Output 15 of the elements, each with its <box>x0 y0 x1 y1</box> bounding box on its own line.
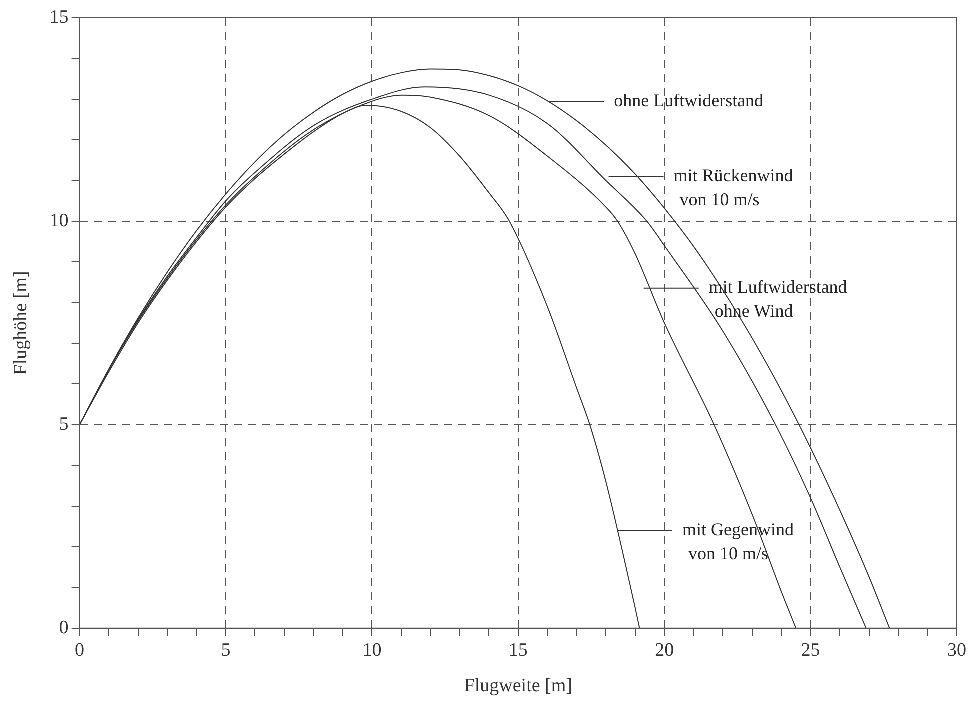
x-tick-label: 0 <box>75 640 85 661</box>
x-tick-label: 25 <box>801 640 820 661</box>
x-tick-label: 10 <box>362 640 382 661</box>
y-tick-label: 5 <box>59 414 69 435</box>
y-tick-label: 0 <box>59 617 69 638</box>
y-tick-label: 15 <box>50 6 69 28</box>
y-axis-title: Flughöhe [m] <box>10 271 32 376</box>
x-tick-label: 15 <box>508 640 528 661</box>
x-tick-label: 30 <box>948 640 966 661</box>
x-tick-label: 20 <box>655 640 674 661</box>
x-axis-title: Flugweite [m] <box>464 676 572 697</box>
annotation: mit Rückenwind von 10 m/s <box>674 165 794 210</box>
annotation: ohne Luftwiderstand <box>614 90 764 110</box>
y-tick-label: 10 <box>50 210 69 232</box>
x-tick-label: 5 <box>221 640 231 661</box>
